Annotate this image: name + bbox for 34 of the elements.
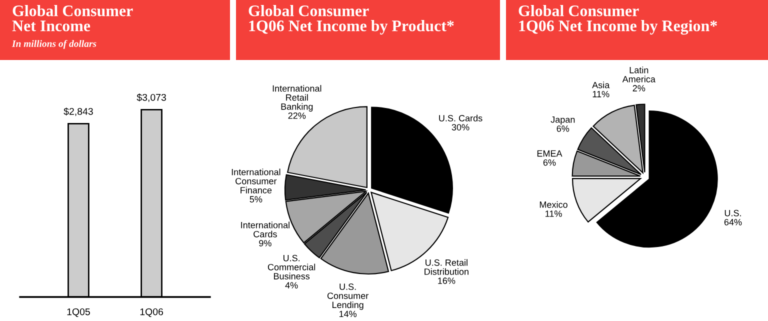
data-label: 64% [724,218,742,226]
slice-label: EMEA [537,150,562,157]
data-label: 14% [339,310,357,318]
slice-label: U.S. Commercial Business [268,254,316,280]
slice-label: Mexico [540,201,568,208]
data-label: 6% [543,159,556,166]
slice-label: Asia [592,82,610,88]
x-tick-label: 1Q06 [140,308,164,317]
data-label: 30% [452,124,470,130]
slice-label: U.S. [724,210,741,216]
data-label: 2% [632,85,646,92]
x-tick-label: 1Q05 [67,308,90,317]
slice-label: Latin America [622,66,656,82]
slice-label: U.S. Retail Distribution [424,259,468,275]
slice-label: International Consumer Finance [232,168,280,194]
chart-subtitle: In millions of dollars [12,40,96,49]
slice-label: International Cards [241,222,290,238]
data-label: 11% [545,210,562,217]
data-label: 6% [556,125,570,132]
data-label: 4% [285,282,298,288]
chart-title: Global Consumer Net Income [12,5,133,32]
data-label: 22% [288,112,306,119]
slice-label: Japan [550,116,575,125]
data-label: 9% [259,240,272,246]
data-label: 5% [250,196,262,202]
slice-label: International Retail Banking [272,85,322,112]
slice-label: U.S. Consumer Lending [327,284,368,310]
chart-title: Global Consumer 1Q06 Net Income by Region* [518,5,717,35]
data-label: $2,843 [64,108,93,116]
data-label: 16% [438,278,456,284]
data-label: 11% [592,90,610,98]
chart-title: Global Consumer 1Q06 Net Income by Product* [248,5,454,35]
data-label: $3,073 [136,94,166,102]
slice-label: U.S. Cards [439,114,482,122]
